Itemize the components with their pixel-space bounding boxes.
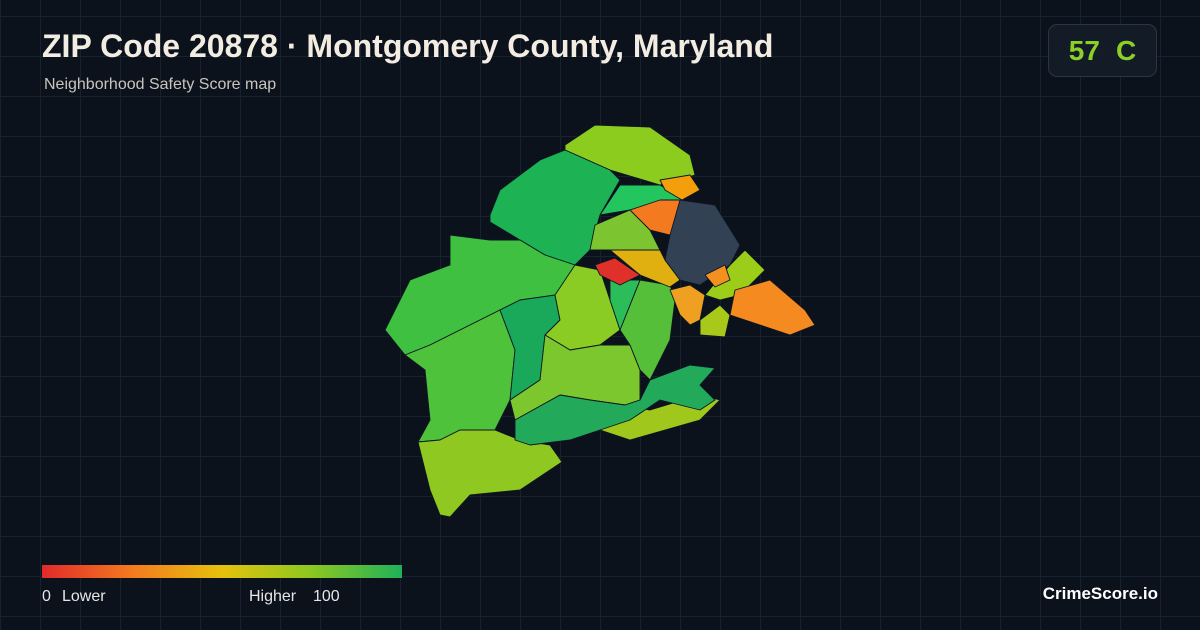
score-value: 57 bbox=[1068, 34, 1100, 66]
legend-max: 100 bbox=[313, 588, 340, 605]
area bbox=[619, 279, 676, 381]
legend-min: 0 bbox=[42, 588, 51, 605]
score-badge: 57 C bbox=[1048, 24, 1157, 77]
legend-gradient bbox=[42, 565, 402, 578]
area bbox=[514, 364, 716, 446]
area bbox=[729, 279, 816, 336]
subtitle: Neighborhood Safety Score map bbox=[44, 76, 277, 93]
area bbox=[669, 284, 706, 326]
area bbox=[594, 257, 641, 286]
title: ZIP Code 20878 · Montgomery County, Mary… bbox=[42, 28, 774, 64]
area bbox=[664, 199, 741, 286]
area bbox=[704, 264, 731, 288]
area bbox=[544, 264, 621, 351]
legend-max-label: Higher bbox=[249, 588, 297, 605]
score-grade: C bbox=[1115, 34, 1137, 66]
area bbox=[417, 429, 563, 518]
area bbox=[699, 304, 731, 338]
area bbox=[659, 174, 701, 201]
legend-min-label: Lower bbox=[62, 588, 106, 605]
brand: CrimeScore.io bbox=[1042, 584, 1158, 603]
